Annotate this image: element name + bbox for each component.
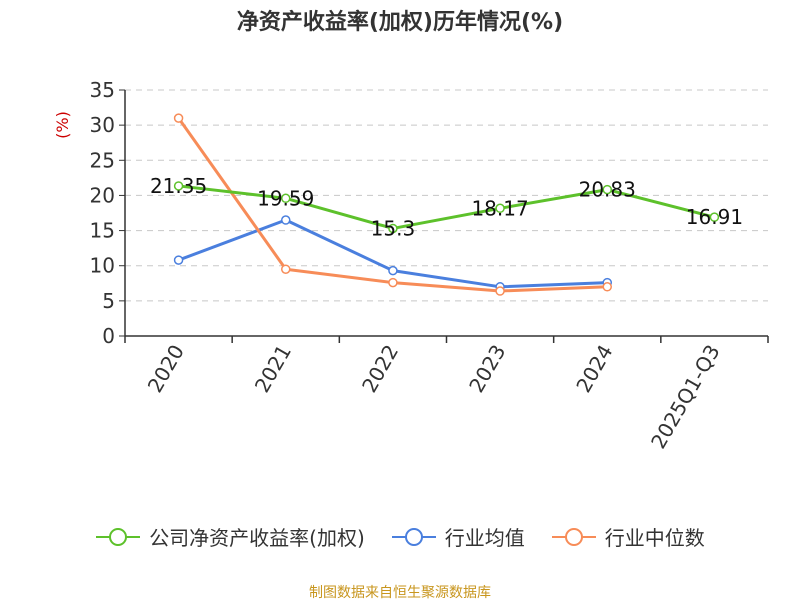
industry-median-series-point [388, 277, 398, 288]
data-label: 21.35 [150, 174, 207, 198]
legend-median-marker [551, 527, 596, 546]
industry-median-series-point [281, 264, 291, 274]
y-tick-label: 20 [90, 183, 115, 207]
data-labels: 21.35 19.59 15.3 18.17 20.83 16.91 [150, 174, 743, 241]
legend-label: 行业均值 [444, 526, 525, 550]
x-tick-label: 2020 [143, 341, 189, 397]
industry-avg-series-point [173, 255, 184, 265]
legend-avg-marker [391, 527, 436, 546]
y-tick-labels: 0 5 10 15 20 25 30 35 [90, 78, 115, 348]
industry-median-series-point [495, 286, 505, 296]
industry-avg-series-point [281, 215, 291, 225]
legend-label: 公司净资产收益率(加权) [149, 526, 365, 550]
company-series-point [602, 184, 612, 195]
industry-median-series-point [602, 282, 612, 292]
company-series-point [388, 223, 398, 234]
company-series-point [495, 203, 505, 214]
series-points [173, 113, 720, 296]
legend: 公司净资产收益率(加权) 行业均值 行业中位数 [0, 522, 800, 551]
data-label: 16.91 [686, 205, 743, 229]
x-tick-label: 2021 [250, 341, 296, 397]
data-label: 18.17 [471, 196, 528, 220]
y-tick-label: 10 [90, 254, 115, 278]
legend-label: 行业中位数 [604, 526, 705, 550]
source-note: 制图数据来自恒生聚源数据库 [309, 585, 491, 601]
x-tick-label: 2024 [571, 341, 617, 397]
grid-lines [125, 89, 768, 302]
industry-median-series-point [173, 113, 184, 123]
company-series-point [173, 181, 184, 191]
axes [119, 89, 769, 343]
data-label: 19.59 [257, 186, 314, 210]
y-tick-label: 35 [90, 78, 115, 102]
chart-title: 净资产收益率(加权)历年情况(%) [236, 10, 564, 35]
company-series-line [178, 184, 715, 230]
data-label: 15.3 [371, 216, 416, 240]
x-tick-label: 2025Q1-Q3 [646, 341, 725, 453]
legend-item-industry-avg[interactable]: 行业均值 [391, 522, 525, 551]
y-tick-label: 30 [90, 113, 115, 137]
y-tick-label: 15 [90, 219, 115, 243]
x-tick-label: 2023 [464, 341, 510, 397]
x-tick-labels: 2020 2021 2022 2023 2024 2025Q1-Q3 [143, 341, 725, 453]
company-series-point [709, 212, 720, 222]
y-axis-label: (%) [53, 111, 72, 139]
legend-company-marker [96, 527, 141, 546]
y-tick-label: 5 [102, 289, 115, 313]
legend-item-company[interactable]: 公司净资产收益率(加权) [95, 522, 365, 551]
legend-item-industry-median[interactable]: 行业中位数 [551, 522, 705, 551]
industry-median-series-line [177, 117, 608, 293]
company-series-point [281, 193, 291, 204]
x-tick-label: 2022 [357, 341, 403, 397]
y-tick-label: 25 [90, 148, 115, 172]
y-tick-label: 0 [102, 324, 115, 348]
industry-avg-series-point [388, 265, 398, 276]
data-label: 20.83 [579, 178, 636, 202]
